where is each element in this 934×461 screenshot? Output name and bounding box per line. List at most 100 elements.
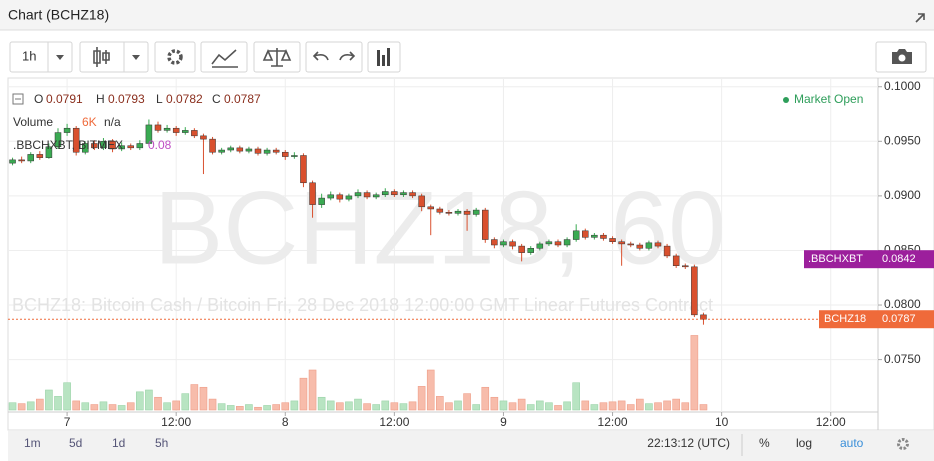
- volume-bar: [54, 396, 62, 411]
- candle-body: [254, 148, 262, 154]
- x-tick-label: 8: [282, 415, 289, 429]
- legend-overlay: .BBCHXBT, BITMEX: [13, 138, 123, 152]
- candle-body: [363, 192, 371, 198]
- legend-o: O: [34, 92, 43, 106]
- undo-redo-icon: [312, 51, 356, 61]
- volume-bar: [354, 398, 362, 411]
- description-watermark: BCHZ18: Bitcoin Cash / Bitcoin Fri, 28 D…: [12, 295, 713, 315]
- volume-bar: [199, 386, 208, 411]
- volume-bar: [45, 389, 53, 411]
- volume-bar: [499, 400, 508, 411]
- legend-o-value: 0.0791: [46, 92, 83, 106]
- volume-bar: [172, 400, 180, 411]
- candle-body: [418, 195, 425, 208]
- volume-bar: [17, 403, 26, 411]
- volume-bar: [672, 398, 680, 411]
- candle-body: [500, 241, 507, 246]
- price-label-name: BCHZ18: [824, 313, 866, 325]
- volume-bar: [381, 400, 390, 411]
- candle-body: [482, 209, 489, 240]
- volume-bar: [654, 402, 662, 411]
- header-bar: [0, 0, 934, 30]
- volume-bar: [699, 404, 708, 411]
- candle-body: [145, 124, 153, 144]
- market-status: Market Open: [794, 92, 863, 106]
- overlay-label-value: 0.0842: [882, 253, 916, 265]
- volume-bar: [599, 402, 608, 411]
- volume-bar: [590, 404, 599, 411]
- x-tick-label: 9: [500, 415, 507, 429]
- interval-button[interactable]: [9, 41, 73, 73]
- bars-icon: [377, 48, 390, 66]
- volume-bar: [545, 402, 553, 411]
- candle-body: [427, 206, 434, 210]
- volume-bar: [517, 398, 526, 411]
- range-button[interactable]: 1d: [112, 436, 125, 450]
- volume-bar: [36, 398, 44, 411]
- volume-bar: [126, 402, 135, 411]
- candle-body: [263, 149, 271, 154]
- legend-volume: Volume: [13, 115, 53, 129]
- volume-bar: [626, 404, 635, 411]
- candle-body: [318, 197, 325, 205]
- camera-lens: [898, 54, 906, 62]
- volume-bar: [426, 369, 435, 411]
- undo-redo-button[interactable]: [305, 41, 363, 73]
- scale-icon: [262, 48, 292, 67]
- candle-body: [127, 145, 134, 149]
- range-button[interactable]: 5h: [155, 436, 168, 450]
- candle-body: [336, 194, 344, 200]
- y-tick-label: 0.0800: [884, 297, 921, 311]
- candle-body: [472, 209, 480, 215]
- auto-toggle[interactable]: auto: [840, 436, 864, 450]
- candle-body: [327, 194, 334, 199]
- range-button[interactable]: 5d: [69, 436, 82, 450]
- candle-body: [554, 241, 562, 246]
- volume-bar: [163, 402, 171, 411]
- volume-bar: [99, 401, 108, 411]
- candle-body: [572, 230, 580, 240]
- y-tick-label: 0.0750: [884, 352, 921, 366]
- candle-body: [682, 265, 689, 268]
- marks: [8, 119, 878, 411]
- settings-button[interactable]: [154, 41, 196, 73]
- volume-bar: [154, 396, 162, 411]
- overlay-label-name: .BBCHXBT: [808, 253, 863, 265]
- volume-bar: [81, 402, 90, 411]
- candle-body: [200, 135, 207, 140]
- candle-body: [63, 127, 71, 133]
- candle-body: [291, 155, 298, 157]
- maximize-icon[interactable]: [915, 13, 925, 23]
- candle-body: [536, 243, 544, 249]
- candle-body: [663, 245, 671, 257]
- volume-bar: [272, 404, 280, 411]
- candle-body: [527, 248, 534, 253]
- price-label-value: 0.0787: [882, 313, 916, 325]
- candle-body: [672, 255, 680, 266]
- candle-body: [136, 143, 144, 149]
- candle-body: [345, 195, 353, 200]
- volume-bar: [526, 404, 535, 411]
- grid: [8, 78, 878, 412]
- volume-bar: [472, 404, 480, 411]
- candle-body: [91, 143, 98, 149]
- volume-bar: [254, 406, 262, 411]
- range-button[interactable]: 1m: [24, 436, 41, 450]
- volume-bar: [608, 401, 617, 411]
- dropdown-arrow: [132, 55, 140, 60]
- candle-body: [209, 138, 216, 153]
- log-toggle[interactable]: log: [796, 436, 812, 450]
- candle-body: [272, 149, 280, 153]
- legend-overlay-value: 0.08: [148, 138, 172, 152]
- gear-icon: [167, 49, 183, 65]
- candle-body: [545, 241, 553, 245]
- percent-toggle[interactable]: %: [759, 436, 770, 450]
- volume-bar: [281, 402, 290, 411]
- volume-bar: [481, 386, 490, 411]
- volume-bar: [536, 400, 544, 411]
- settings-icon[interactable]: [897, 438, 909, 450]
- header-title: Chart (BCHZ18): [8, 7, 109, 23]
- volume-bar: [372, 404, 380, 411]
- volume-bar: [454, 400, 462, 411]
